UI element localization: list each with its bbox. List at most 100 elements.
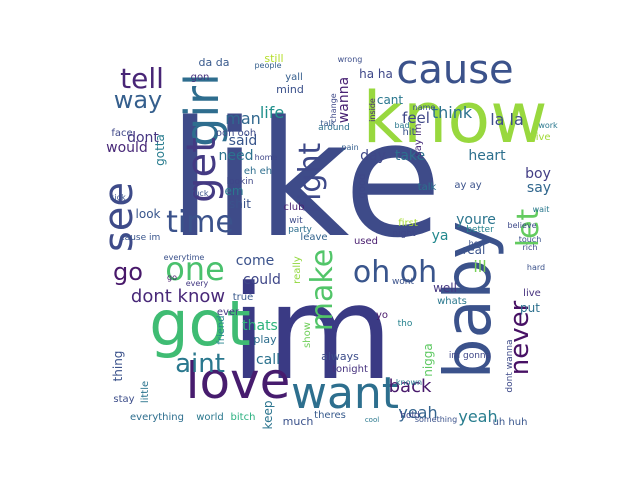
cloud-word: used [354,236,378,247]
cloud-word: night [392,229,416,239]
cloud-word: cool [365,416,379,424]
cloud-word: known [396,378,422,387]
cloud-word: better [466,225,494,235]
cloud-word: cause [396,47,513,93]
cloud-word: love [186,352,291,410]
cloud-word: little [140,381,151,403]
cloud-word: talk [321,119,336,128]
cloud-word: sick [110,193,126,202]
cloud-word: party [288,225,312,235]
cloud-word: everytime [164,253,205,262]
cloud-word: day [360,148,386,164]
cloud-word: world [196,412,224,423]
cloud-word: aint [175,349,225,379]
cloud-word: see [96,182,142,252]
cloud-word: im gonna [449,351,491,361]
cloud-word: friend [216,315,227,344]
cloud-word: gotta [153,134,167,166]
cloud-word: fuck [192,189,209,198]
cloud-word: live [523,288,541,299]
cloud-word: every [186,279,209,288]
cloud-word: em [224,184,243,198]
cloud-word: tho [398,319,413,329]
cloud-word: let [511,208,546,247]
cloud-word: one [165,250,225,288]
cloud-word: really [292,256,303,284]
cloud-word: dont [127,130,159,146]
cloud-word: say [527,180,551,196]
cloud-word: boy [525,166,551,182]
cloud-word: uh huh [493,417,528,428]
cloud-word: put [520,301,540,315]
cloud-word: man [225,109,261,128]
cloud-word: mind [276,83,304,96]
cloud-word: good [357,174,368,199]
cloud-word: still [264,52,283,65]
cloud-word: say im [413,124,424,157]
cloud-word: theres [314,410,346,421]
cloud-word: look [136,207,161,221]
cloud-word: life [260,103,284,122]
cloud-word: face [111,128,132,139]
cloud-word: said [229,133,258,149]
cloud-word: something [415,415,457,424]
cloud-word: home [255,153,278,162]
cloud-word: da da [199,56,230,69]
cloud-word: bitch [231,412,256,423]
cloud-word: ever [217,307,240,318]
cloud-word: girl [175,73,229,147]
cloud-word: nigga [421,343,435,377]
cloud-word: got [149,287,251,360]
cloud-word: leave [300,232,327,243]
cloud-word: ya [432,228,449,244]
cloud-word: want [291,368,399,419]
cloud-word: know [363,77,548,159]
cloud-word: rich [523,243,538,252]
cloud-word: club [284,202,305,213]
cloud-word: thats [242,318,278,334]
cloud-word: first [398,218,418,229]
cloud-word: oh oh [353,255,437,290]
cloud-word: stay [113,394,134,405]
cloud-word: work [538,121,558,130]
cloud-word: cause im [120,233,161,243]
cloud-word: shit [229,197,251,211]
cloud-word: dont know [131,286,225,307]
cloud-word: ha ha [359,67,393,81]
cloud-word: tell [120,62,164,95]
cloud-word: time [166,205,234,240]
cloud-word: much [283,415,314,428]
cloud-word: youre [456,212,496,228]
cloud-word: true [233,292,254,303]
cloud-word: everything [130,412,184,423]
cloud-word: give [529,132,550,143]
cloud-word: hold [400,411,419,421]
cloud-word: wrong [338,55,363,64]
cloud-word: always [321,350,359,363]
cloud-word: people [254,61,281,70]
cloud-word: wit [289,216,303,226]
cloud-word: hit [402,127,415,138]
cloud-word: heart [468,148,506,164]
cloud-word: like [168,86,442,273]
cloud-word: call [256,352,280,368]
cloud-word: show [302,322,313,348]
cloud-word: baby [432,221,506,379]
cloud-word: yeah [398,403,437,422]
cloud-word: tonight [332,364,368,375]
cloud-word: real [463,243,486,257]
cloud-word: yall [285,72,303,83]
cloud-word: make [305,249,340,331]
cloud-word: way [114,86,163,114]
cloud-word: wanna [336,77,352,123]
cloud-word: need [219,148,254,164]
cloud-word: well [433,281,457,295]
cloud-word: lookin [227,177,254,187]
cloud-word: wait [533,205,550,214]
cloud-word: come [236,253,275,269]
cloud-word: think [432,103,473,122]
cloud-word: pain [341,143,358,152]
cloud-word: back [389,376,432,397]
cloud-word: name [413,103,436,112]
